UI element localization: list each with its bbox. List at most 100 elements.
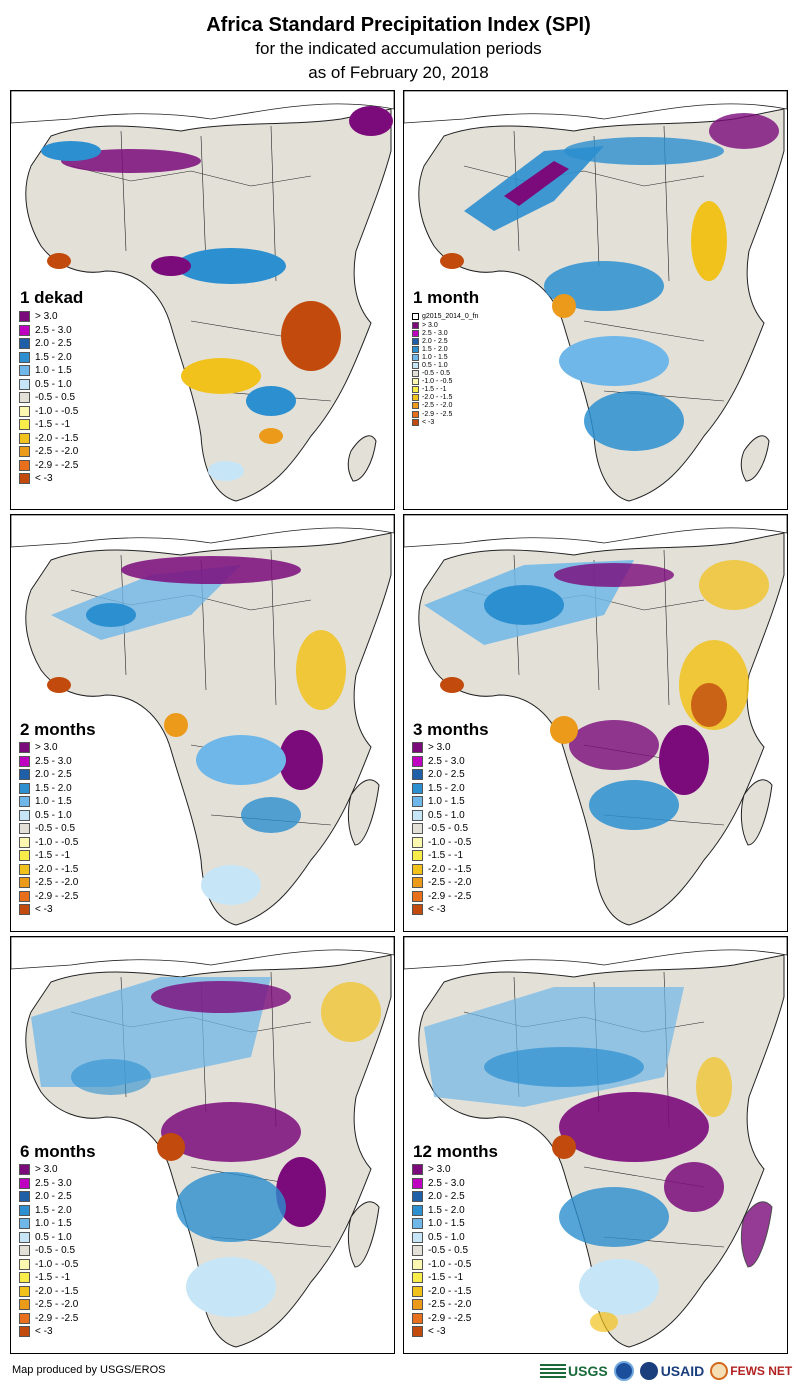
legend-label: -1.0 - -0.5	[428, 1258, 472, 1270]
legend-item: 2.0 - 2.5	[19, 337, 78, 351]
legend-item: -1.0 - -0.5	[412, 836, 471, 850]
legend-swatch	[412, 402, 419, 410]
legend-swatch	[412, 329, 419, 337]
africa-map	[11, 937, 394, 1348]
legend-item: -2.5 - -2.0	[412, 876, 471, 890]
legend-label: -0.5 - 0.5	[35, 823, 76, 835]
legend-item: 1.0 - 1.5	[19, 1217, 78, 1231]
legend-swatch	[19, 796, 30, 808]
legend-label: 0.5 - 1.0	[35, 378, 72, 390]
legend-swatch	[412, 782, 423, 794]
legend-label: -2.0 - -1.5	[422, 394, 453, 402]
legend-label: < -3	[428, 904, 446, 916]
usgs-wave-icon	[540, 1364, 566, 1378]
legend-swatch	[412, 418, 419, 426]
legend-swatch	[19, 1191, 30, 1203]
legend-swatch	[19, 432, 30, 444]
legend-label: g2015_2014_0_fn	[422, 312, 479, 320]
legend-label: -1.5 - -1	[428, 1272, 464, 1284]
legend-item: -1.0 - -0.5	[412, 378, 478, 386]
legend-label: > 3.0	[422, 321, 438, 329]
legend-swatch	[412, 1177, 423, 1189]
legend-item: 1.5 - 2.0	[412, 1204, 471, 1218]
legend-swatch	[412, 1164, 423, 1176]
legend-item: 0.5 - 1.0	[19, 378, 78, 392]
legend-label: 2.0 - 2.5	[35, 1191, 72, 1203]
legend-swatch	[412, 1231, 423, 1243]
legend-item: -1.0 - -0.5	[412, 1258, 471, 1272]
legend-label: -2.5 - -2.0	[428, 877, 472, 889]
africa-map	[404, 937, 787, 1348]
legend-swatch	[412, 796, 423, 808]
legend-swatch	[412, 386, 419, 394]
legend-swatch	[19, 850, 30, 862]
legend-swatch	[19, 823, 30, 835]
legend-swatch	[412, 370, 419, 378]
panel-title: 2 months	[20, 720, 96, 739]
legend-label: -0.5 - 0.5	[428, 1245, 469, 1257]
legend-item: -2.9 - -2.5	[19, 1312, 78, 1326]
legend-label: -2.5 - -2.0	[428, 1299, 472, 1311]
legend-swatch	[19, 1272, 30, 1284]
spi-pattern	[424, 560, 769, 830]
legend-swatch	[412, 904, 423, 916]
legend-swatch	[19, 405, 30, 417]
legend-label: -2.0 - -1.5	[35, 432, 79, 444]
legend-label: 2.5 - 3.0	[422, 329, 448, 337]
legend-label: > 3.0	[35, 311, 58, 323]
panel-title: 6 months	[20, 1142, 96, 1161]
fewsnet-logo: FEWS NET	[710, 1362, 792, 1380]
legend-swatch	[412, 1285, 423, 1297]
legend-item: -1.5 - -1	[19, 1271, 78, 1285]
legend-item: -2.9 - -2.5	[412, 890, 471, 904]
legend-swatch	[19, 446, 30, 458]
legend-label: 1.5 - 2.0	[35, 351, 72, 363]
panel-title: 12 months	[413, 1142, 499, 1161]
map-subtitle: for the indicated accumulation periods	[255, 39, 542, 58]
legend-swatch	[412, 337, 419, 345]
legend-item: 2.0 - 2.5	[19, 1190, 78, 1204]
legend-item: 0.5 - 1.0	[19, 1231, 78, 1245]
legend-label: -1.5 - -1	[35, 419, 71, 431]
legend-label: 1.5 - 2.0	[35, 782, 72, 794]
legend-item: -2.9 - -2.5	[412, 410, 478, 418]
usaid-seal-icon	[639, 1362, 658, 1380]
spi-pattern	[424, 987, 732, 1332]
legend-item: -1.5 - -1	[412, 849, 471, 863]
usaid-logo-text: USAID	[660, 1363, 705, 1379]
legend-label: -2.0 - -1.5	[35, 863, 79, 875]
spi-pattern	[41, 106, 393, 481]
legend-item: 0.5 - 1.0	[412, 361, 478, 370]
legend-item: 1.5 - 2.0	[19, 1204, 78, 1218]
legend-item: -0.5 - 0.5	[412, 370, 478, 378]
legend-label: -2.9 - -2.5	[428, 890, 472, 902]
legend-swatch	[412, 890, 423, 902]
legend-label: -1.0 - -0.5	[35, 1258, 79, 1270]
legend-label: 1.0 - 1.5	[428, 1218, 465, 1230]
legend-label: 2.5 - 3.0	[35, 1177, 72, 1189]
legend-swatch	[412, 850, 423, 862]
legend-item: -1.5 - -1	[19, 849, 78, 863]
africa-map	[404, 91, 787, 502]
legend-label: 1.5 - 2.0	[422, 345, 448, 353]
fewsnet-globe-icon	[710, 1362, 729, 1380]
legend-item: > 3.0	[19, 310, 78, 324]
legend-item: 1.5 - 2.0	[412, 345, 478, 353]
legend-label: 1.5 - 2.0	[428, 782, 465, 794]
legend-item: -2.0 - -1.5	[19, 1285, 78, 1299]
legend-label: -1.5 - -1	[428, 850, 464, 862]
panel-title: 1 dekad	[20, 288, 84, 307]
spi-pattern	[31, 977, 381, 1317]
legend-label: -0.5 - 0.5	[35, 1245, 76, 1257]
legend-label: 2.5 - 3.0	[428, 1177, 465, 1189]
legend-label: -2.9 - -2.5	[422, 410, 453, 418]
legend-item: 1.0 - 1.5	[412, 1217, 471, 1231]
legend-item: -2.9 - -2.5	[19, 890, 78, 904]
legend-item: > 3.0	[19, 1163, 78, 1177]
legend-swatch	[412, 394, 419, 402]
fewsnet-logo-text: FEWS NET	[730, 1364, 793, 1378]
legend-item: > 3.0	[412, 741, 471, 755]
legend-swatch	[19, 311, 30, 323]
legend-item: < -3	[19, 472, 78, 486]
legend-swatch	[412, 378, 419, 386]
